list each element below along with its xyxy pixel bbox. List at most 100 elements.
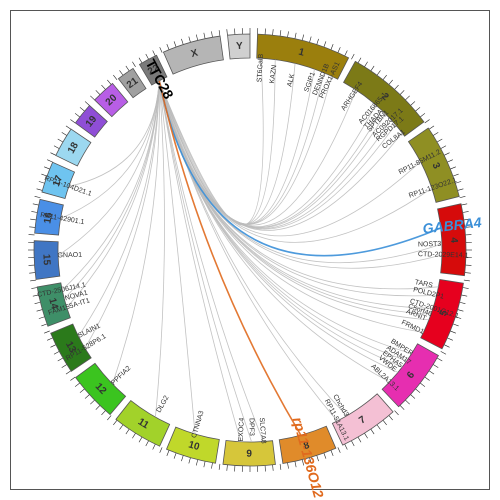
tick bbox=[351, 441, 354, 446]
tick bbox=[317, 39, 319, 45]
tick bbox=[139, 58, 142, 63]
tick bbox=[204, 461, 205, 467]
tick bbox=[444, 345, 449, 348]
tick bbox=[30, 280, 36, 281]
tick bbox=[80, 107, 85, 111]
gene-label: DLG2 bbox=[155, 395, 170, 414]
tick bbox=[433, 132, 438, 135]
tick bbox=[101, 411, 105, 415]
gene-label: SLC7A8 bbox=[258, 417, 267, 444]
tick bbox=[331, 450, 333, 456]
tick bbox=[464, 280, 470, 281]
tick bbox=[37, 310, 43, 312]
gene-label: ALK bbox=[286, 73, 296, 88]
tick bbox=[31, 288, 37, 289]
tick bbox=[447, 338, 452, 340]
tick bbox=[146, 54, 149, 59]
tick bbox=[160, 47, 162, 52]
tick bbox=[50, 345, 55, 348]
tick bbox=[405, 400, 409, 404]
tick bbox=[429, 126, 434, 129]
tick bbox=[219, 464, 220, 470]
tick bbox=[90, 400, 94, 404]
tick bbox=[345, 444, 348, 449]
gene-label: ST6GalB bbox=[256, 53, 265, 82]
tick bbox=[460, 302, 466, 303]
tick bbox=[463, 288, 469, 289]
tick bbox=[96, 90, 100, 94]
tick bbox=[31, 211, 37, 212]
circos-plot: 12345678910111213141516171819202122XYST6… bbox=[0, 0, 500, 500]
tick bbox=[75, 383, 80, 387]
tick bbox=[389, 80, 393, 85]
tick bbox=[39, 317, 45, 319]
tick bbox=[90, 96, 94, 100]
tick bbox=[324, 41, 326, 47]
tick bbox=[50, 153, 55, 156]
tick bbox=[44, 167, 50, 169]
tick bbox=[54, 351, 59, 354]
chrom-label-9: 9 bbox=[246, 449, 252, 460]
tick bbox=[280, 464, 281, 470]
tick bbox=[288, 463, 289, 469]
gene-label: CTD-2029E14.1 bbox=[418, 251, 469, 259]
tick bbox=[377, 425, 381, 430]
tick bbox=[66, 371, 71, 374]
tick bbox=[383, 420, 387, 425]
tick bbox=[54, 146, 59, 149]
tick bbox=[35, 302, 41, 303]
tick bbox=[80, 389, 85, 393]
tick bbox=[85, 395, 89, 399]
tick bbox=[358, 58, 361, 63]
tick bbox=[395, 85, 399, 89]
edge bbox=[155, 81, 164, 417]
tick bbox=[167, 450, 169, 456]
tick bbox=[411, 101, 415, 105]
tick bbox=[153, 444, 156, 449]
tick bbox=[113, 75, 117, 80]
tick bbox=[425, 377, 430, 381]
tick bbox=[196, 35, 197, 41]
tick bbox=[29, 273, 35, 274]
tick bbox=[415, 107, 420, 111]
tick bbox=[302, 35, 303, 41]
tick bbox=[58, 139, 63, 142]
tick bbox=[96, 405, 100, 409]
tick bbox=[153, 50, 156, 55]
tick bbox=[310, 37, 312, 43]
tick bbox=[458, 310, 464, 312]
tick bbox=[420, 113, 425, 117]
tick bbox=[331, 44, 333, 50]
edge bbox=[159, 76, 331, 224]
tick bbox=[132, 433, 135, 438]
tick bbox=[107, 415, 111, 420]
tick bbox=[227, 29, 228, 35]
tick bbox=[463, 211, 469, 212]
chrom-label-4: 4 bbox=[448, 237, 459, 244]
tick bbox=[383, 75, 387, 80]
tick bbox=[70, 377, 75, 381]
tick bbox=[364, 433, 367, 438]
tick bbox=[113, 420, 117, 425]
tick bbox=[29, 227, 35, 228]
gene-label: EXOC4 bbox=[238, 418, 246, 442]
tick bbox=[47, 160, 52, 162]
tick bbox=[132, 62, 135, 67]
tick bbox=[441, 146, 446, 149]
tick bbox=[377, 70, 381, 75]
tick bbox=[160, 447, 162, 452]
tick bbox=[465, 273, 471, 274]
tick bbox=[358, 437, 361, 442]
gene-label: KAZN bbox=[269, 65, 278, 84]
tick bbox=[288, 31, 289, 37]
edge bbox=[159, 81, 337, 421]
tick bbox=[227, 465, 228, 471]
tick bbox=[444, 153, 449, 156]
tick bbox=[101, 85, 105, 89]
tick bbox=[425, 120, 430, 124]
tick bbox=[167, 44, 169, 50]
tick bbox=[120, 70, 124, 75]
tick bbox=[107, 80, 111, 85]
tick bbox=[395, 411, 399, 415]
tick bbox=[66, 126, 71, 129]
